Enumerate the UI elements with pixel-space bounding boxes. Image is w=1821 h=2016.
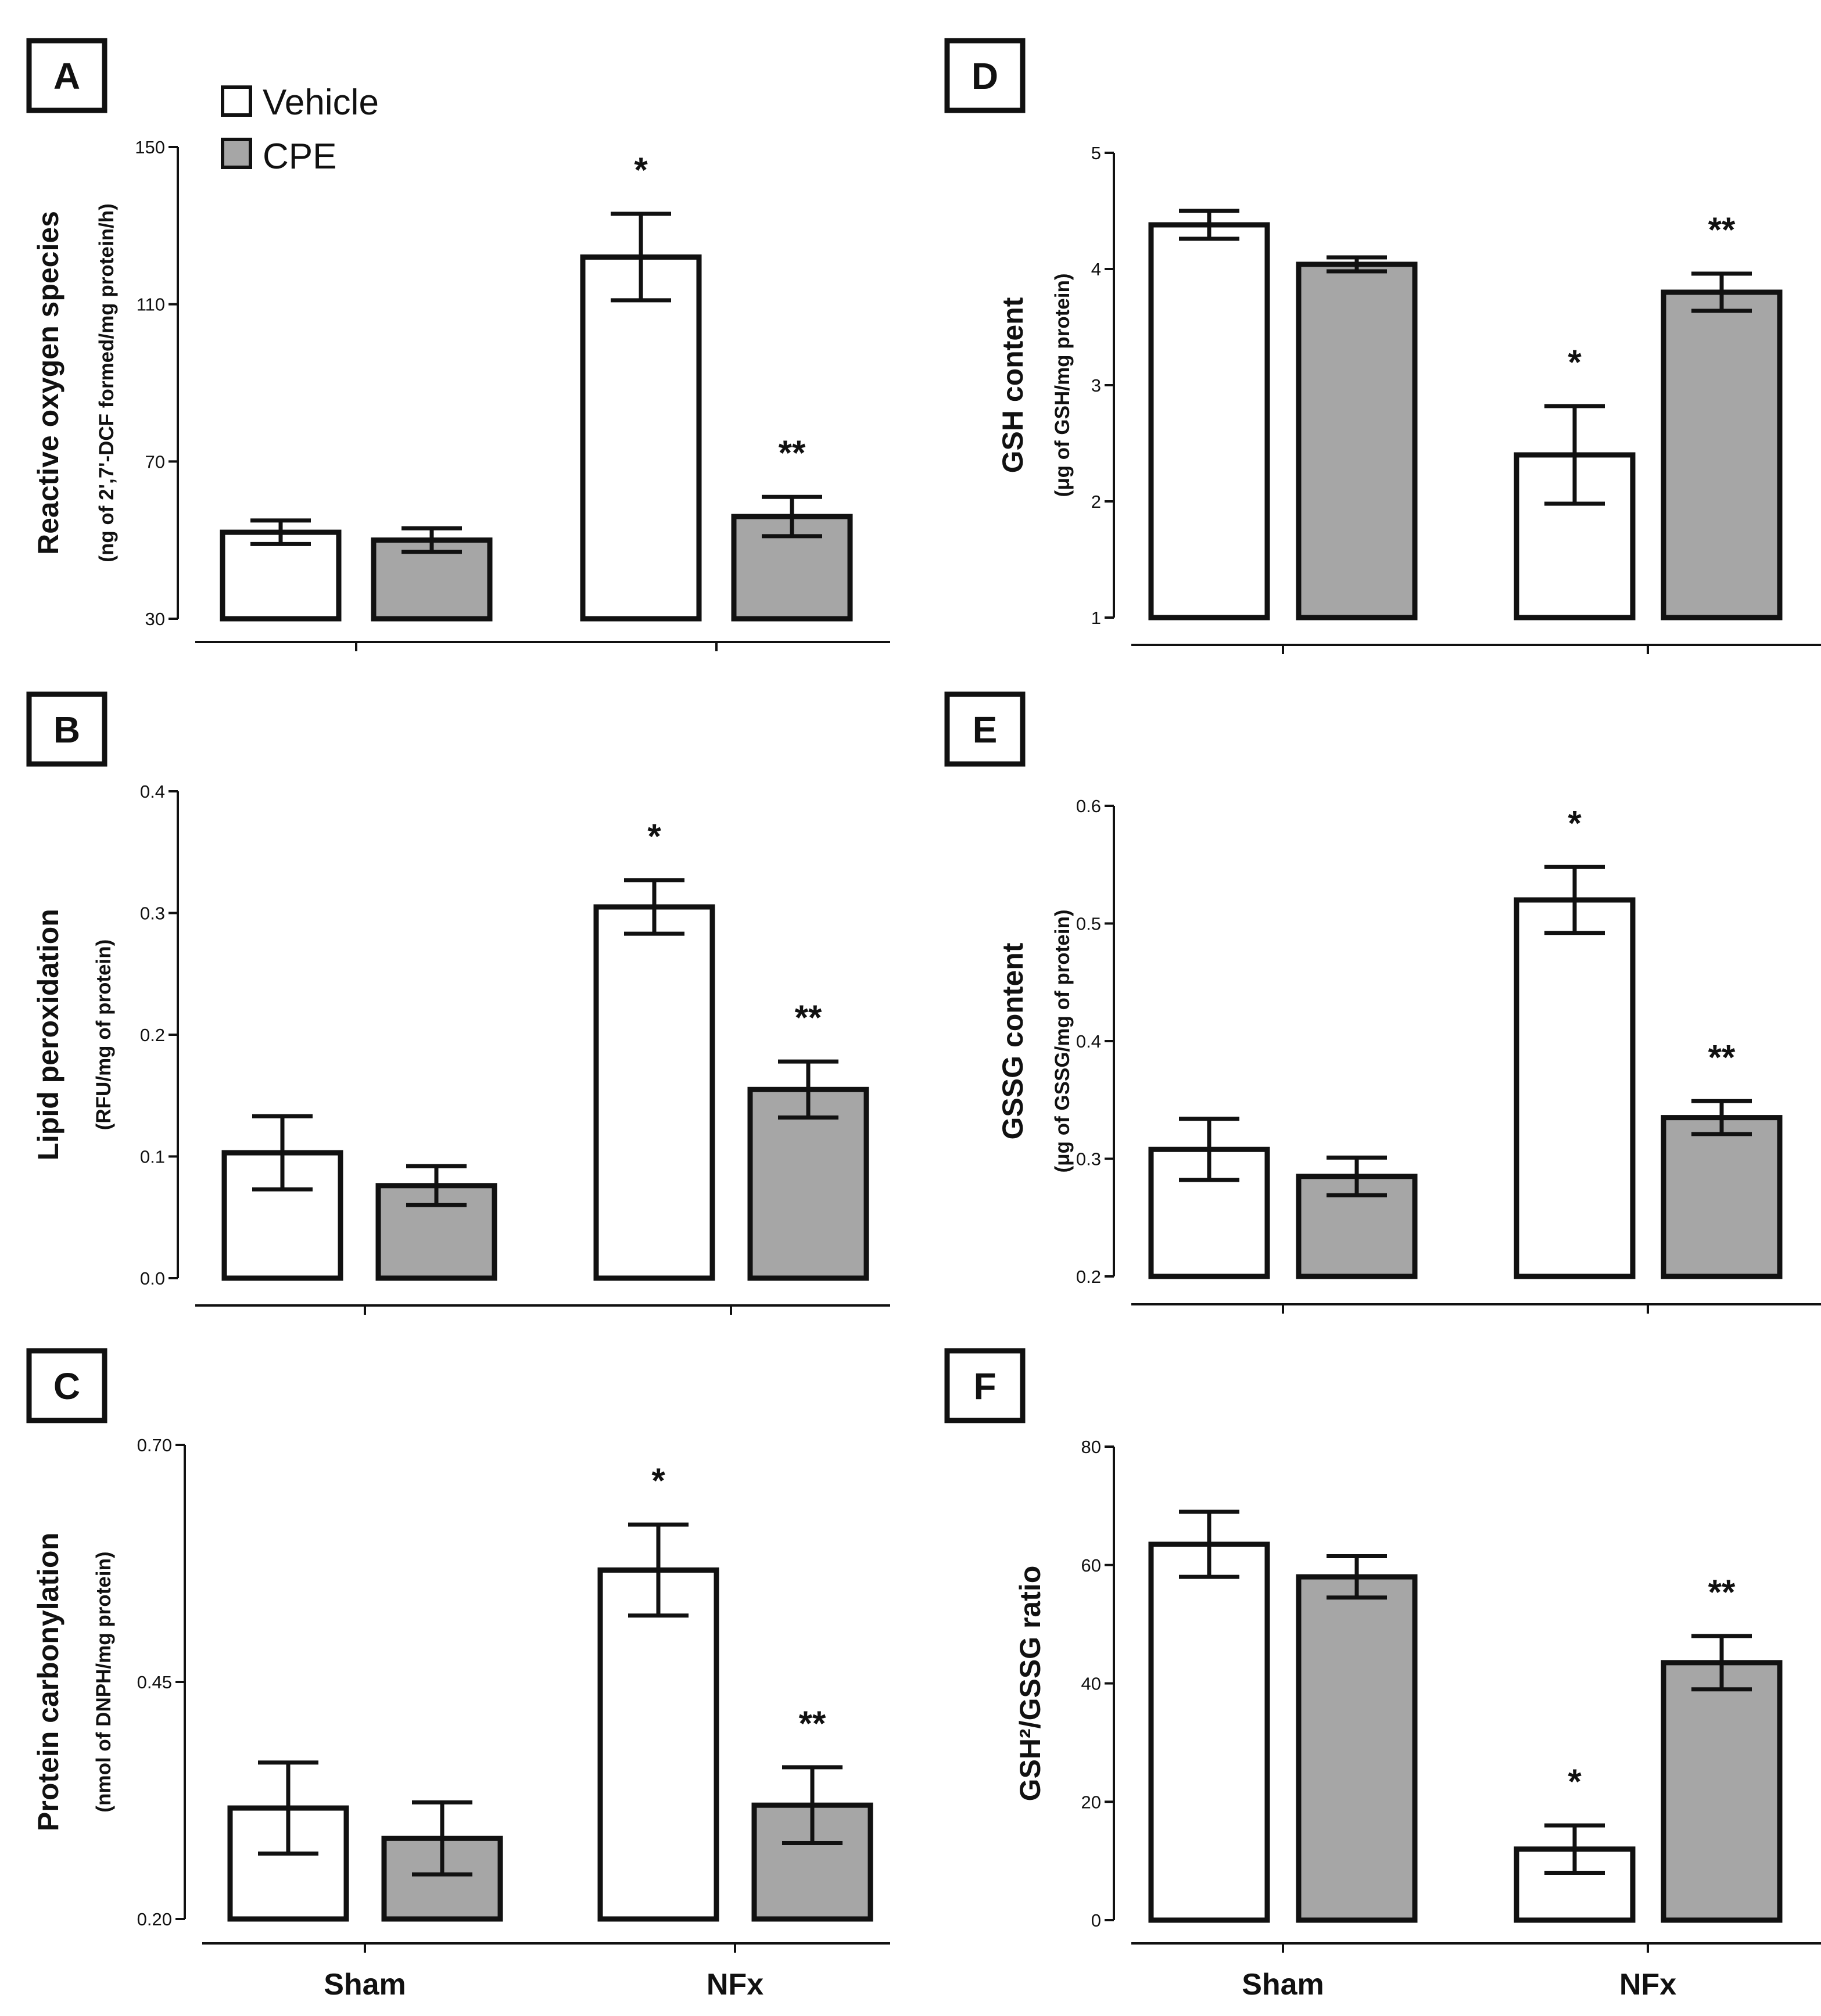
panel-label-e: E <box>973 709 998 751</box>
bar-e-nfx-cpe <box>1661 1115 1783 1279</box>
bar-f-nfx-cpe <box>1661 1660 1783 1923</box>
panel-label-a: A <box>53 55 80 97</box>
significance-f-nfx-vehicle: * <box>1568 1762 1582 1801</box>
bar-e-nfx-vehicle <box>1514 897 1636 1279</box>
y-tick-label-b-3: 0.3 <box>140 903 165 924</box>
y-axis-subtitle-e: (μg of GSSG/mg of protein) <box>1051 909 1074 1172</box>
y-tick-label-e-2: 0.4 <box>1076 1031 1101 1052</box>
panel-b: B 0.0 0.1 0.2 0.3 0.4 Lipid peroxidation (RFU/m… <box>26 691 890 1315</box>
panel-d: D 1 2 3 4 5 GSH content (μg of GSH/mg protein) *… <box>944 38 1821 654</box>
bar-d-nfx-cpe <box>1661 289 1783 620</box>
y-tick-label-e-3: 0.5 <box>1076 914 1101 934</box>
y-tick-label-e-1: 0.3 <box>1076 1149 1101 1170</box>
y-tick-label-d-3: 4 <box>1091 259 1101 279</box>
panel-c: C 0.20 0.45 0.70 Protein carbonylation (nmol … <box>26 1348 890 2001</box>
panel-label-box-f <box>944 1348 1026 1423</box>
y-tick-label-f-0: 0 <box>1091 1910 1101 1931</box>
significance-f-nfx-cpe: ** <box>1708 1573 1736 1612</box>
y-tick-label-b-0: 0.0 <box>140 1268 165 1289</box>
bar-d-sham-cpe <box>1296 261 1418 620</box>
y-axis-title-c: Protein carbonylation <box>32 1533 64 1831</box>
y-tick-label-c-2: 0.70 <box>137 1435 172 1455</box>
y-axis-subtitle-c: (nmol of DNPH/mg protein) <box>92 1551 115 1812</box>
y-axis-subtitle-d: (μg of GSH/mg protein) <box>1051 274 1074 497</box>
panel-label-box-a <box>26 38 107 113</box>
y-tick-label-b-2: 0.2 <box>140 1025 165 1045</box>
y-tick-label-f-2: 40 <box>1081 1674 1101 1694</box>
significance-b-nfx-cpe: ** <box>795 998 822 1037</box>
y-tick-label-c-0: 0.20 <box>137 1909 172 1929</box>
panel-label-box-e <box>944 691 1026 767</box>
category-label-c-0: Sham <box>324 1968 406 2001</box>
y-tick-label-d-0: 1 <box>1091 608 1101 628</box>
y-axis-title-f: GSH²/GSSG ratio <box>1014 1566 1046 1802</box>
bar-b-nfx-vehicle <box>593 904 715 1281</box>
panel-a: A 30 70 110 150 Reactive oxygen species (ng of… <box>26 38 890 651</box>
significance-d-nfx-vehicle: * <box>1568 343 1582 382</box>
y-tick-label-d-4: 5 <box>1091 143 1101 163</box>
category-label-f-0: Sham <box>1242 1968 1324 2001</box>
y-tick-label-e-0: 0.2 <box>1076 1267 1101 1287</box>
y-axis-title-a: Reactive oxygen species <box>32 211 64 555</box>
bar-f-sham-vehicle <box>1148 1541 1270 1923</box>
y-tick-label-f-3: 60 <box>1081 1555 1101 1576</box>
significance-b-nfx-vehicle: * <box>647 817 661 856</box>
y-axis-title-e: GSSG content <box>996 942 1029 1139</box>
panel-label-c: C <box>53 1365 80 1407</box>
bar-d-sham-vehicle <box>1148 222 1270 620</box>
y-axis-title-d: GSH content <box>996 297 1029 473</box>
panel-label-box-d <box>944 38 1026 113</box>
significance-c-nfx-cpe: ** <box>799 1704 826 1743</box>
category-label-f-1: NFx <box>1619 1968 1676 2001</box>
bar-f-sham-cpe <box>1296 1574 1418 1923</box>
legend: Vehicle CPE <box>221 82 379 177</box>
bar-e-sham-cpe <box>1296 1174 1418 1279</box>
y-tick-label-d-1: 2 <box>1091 492 1101 512</box>
panel-label-box-b <box>26 691 107 767</box>
significance-d-nfx-cpe: ** <box>1708 210 1736 249</box>
legend-label-vehicle: Vehicle <box>263 82 379 123</box>
y-tick-label-d-2: 3 <box>1091 375 1101 396</box>
y-tick-label-f-1: 20 <box>1081 1792 1101 1812</box>
y-tick-label-a-2: 110 <box>137 295 165 315</box>
y-axis-subtitle-a: (ng of 2',7'-DCF formed/mg protein/h) <box>95 203 118 562</box>
y-tick-label-c-1: 0.45 <box>137 1672 172 1692</box>
panel-label-b: B <box>53 709 80 751</box>
y-axis-subtitle-b: (RFU/mg of protein) <box>92 939 115 1131</box>
legend-label-cpe: CPE <box>263 137 336 177</box>
y-tick-label-a-0: 30 <box>145 609 165 629</box>
y-tick-label-b-4: 0.4 <box>140 781 165 802</box>
y-tick-label-b-1: 0.1 <box>140 1147 165 1167</box>
panel-label-box-c <box>26 1348 107 1423</box>
y-tick-label-e-4: 0.6 <box>1076 796 1101 816</box>
category-label-c-1: NFx <box>707 1968 763 2001</box>
legend-swatch-vehicle <box>221 85 252 117</box>
panel-label-f: F <box>973 1365 996 1407</box>
panel-label-d: D <box>972 55 998 97</box>
significance-a-nfx-vehicle: * <box>634 150 648 189</box>
panel-e: E 0.2 0.3 0.4 0.5 0.6 GSSG content (μg of GSSG/… <box>944 691 1821 1314</box>
bar-c-nfx-vehicle <box>597 1567 719 1922</box>
y-tick-label-f-4: 80 <box>1081 1437 1101 1457</box>
bar-a-sham-vehicle <box>220 529 342 622</box>
legend-swatch-cpe <box>221 138 252 169</box>
y-tick-label-a-1: 70 <box>145 451 165 472</box>
bar-a-nfx-vehicle <box>580 254 702 622</box>
significance-c-nfx-vehicle: * <box>651 1461 665 1500</box>
significance-e-nfx-vehicle: * <box>1568 803 1582 842</box>
y-tick-label-a-3: 150 <box>135 137 165 157</box>
significance-e-nfx-cpe: ** <box>1708 1038 1736 1077</box>
y-axis-title-b: Lipid peroxidation <box>32 909 64 1160</box>
significance-a-nfx-cpe: ** <box>779 433 806 472</box>
bar-b-nfx-cpe <box>747 1086 869 1281</box>
